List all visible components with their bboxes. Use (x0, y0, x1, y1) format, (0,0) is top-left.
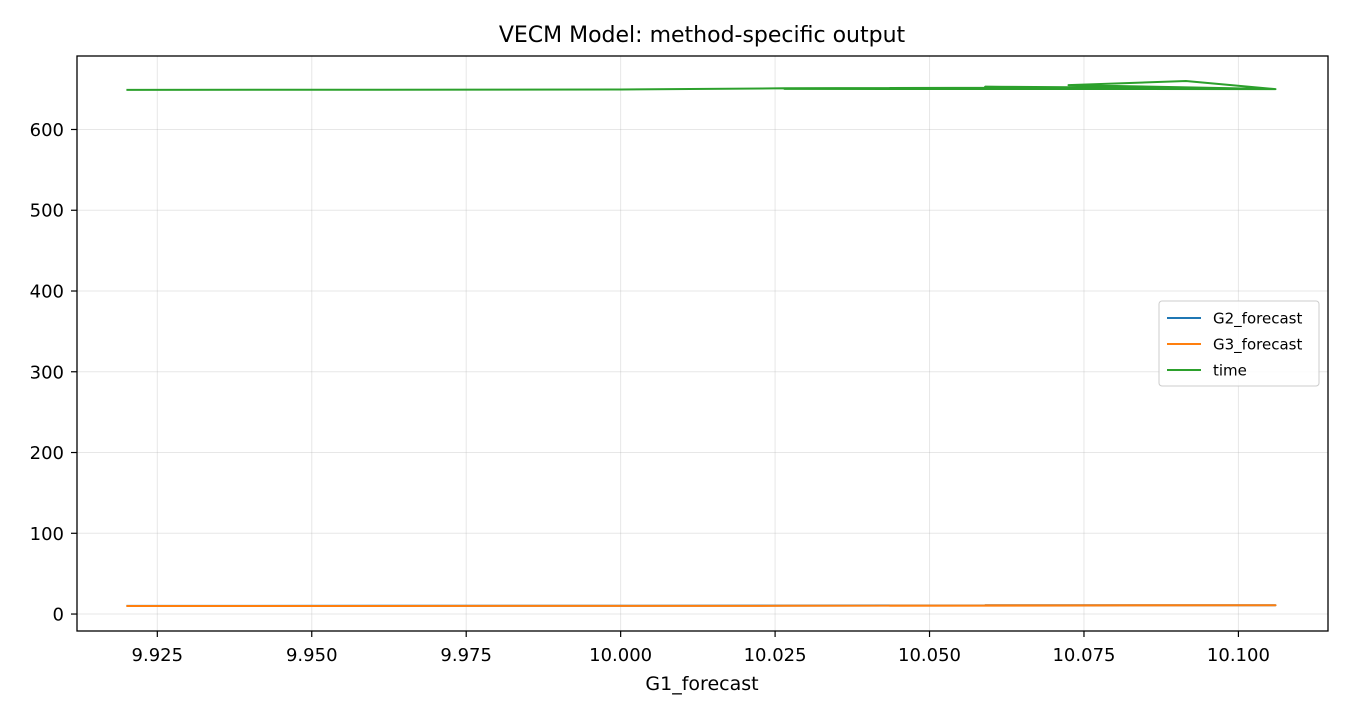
x-tick-label: 10.025 (744, 645, 807, 666)
plot-area-frame (76, 55, 1329, 632)
y-axis: 0 100 200 300 400 500 600 (30, 120, 77, 626)
x-tick-label: 9.975 (440, 645, 492, 666)
y-tick-label: 100 (30, 524, 64, 545)
x-tick-label: 10.100 (1207, 645, 1270, 666)
x-tick-label: 10.075 (1052, 645, 1115, 666)
series-line-time (126, 80, 1277, 91)
chart-title: VECM Model: method-specific output (499, 23, 906, 48)
y-tick-label: 500 (30, 201, 64, 222)
y-tick-label: 400 (30, 282, 64, 303)
legend-label-time: time (1213, 362, 1247, 380)
legend-label-g2-forecast: G2_forecast (1213, 310, 1302, 329)
y-tick-label: 600 (30, 120, 64, 141)
y-tick-label: 0 (53, 605, 64, 626)
series-lines (126, 80, 1277, 607)
x-tick-label: 10.050 (898, 645, 961, 666)
x-axis: 9.925 9.950 9.975 10.000 10.025 10.050 10.075 1… (132, 631, 1270, 666)
grid (77, 56, 1328, 631)
x-axis-label: G1_forecast (645, 673, 758, 695)
legend-label-g3-forecast: G3_forecast (1213, 336, 1302, 355)
y-tick-label: 200 (30, 443, 64, 464)
x-tick-label: 10.000 (589, 645, 652, 666)
series-line-g3-forecast (126, 604, 1277, 607)
legend-box (1158, 300, 1320, 387)
y-tick-label: 300 (30, 362, 64, 383)
x-tick-label: 9.925 (132, 645, 184, 666)
x-tick-label: 9.950 (286, 645, 338, 666)
